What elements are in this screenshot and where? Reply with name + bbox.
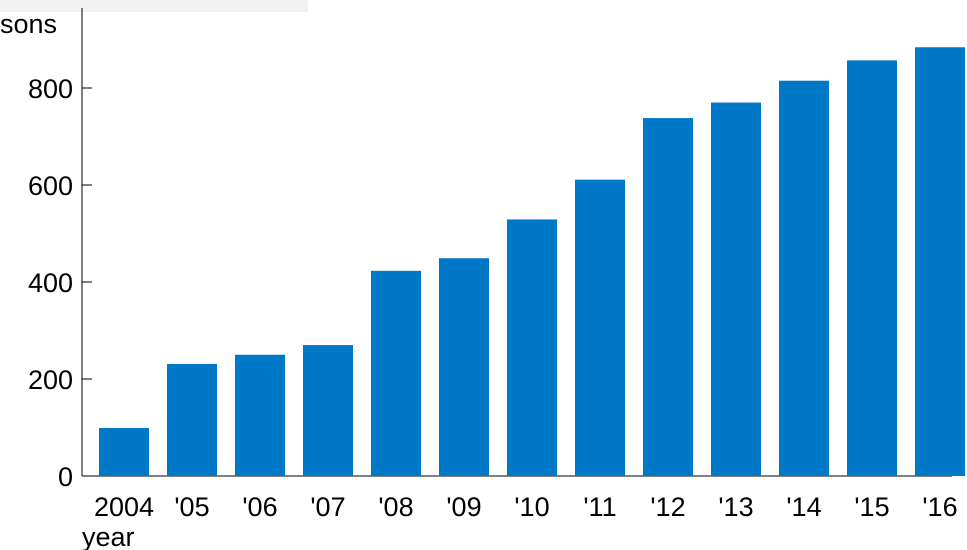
bar: [847, 60, 897, 476]
x-tick-label: '06: [242, 492, 277, 522]
bar: [643, 118, 693, 476]
x-tick-label: '13: [718, 492, 753, 522]
y-tick-label: 400: [28, 268, 73, 298]
x-tick-label: '15: [854, 492, 889, 522]
y-tick-label: 600: [28, 171, 73, 201]
header-strip: [0, 0, 308, 12]
x-axis-ticks: 2004 '05 '06 '07 '08 '09 '10 '11 '12 '13 '14 '15 '16: [94, 492, 958, 522]
y-tick-label: 800: [28, 74, 73, 104]
bar: [439, 258, 489, 476]
y-tick-label: 0: [58, 462, 73, 492]
y-axis-title: sons: [0, 9, 57, 39]
bar: [235, 354, 285, 476]
x-tick-label: '05: [174, 492, 209, 522]
y-axis-ticks: 0 200 400 600 800: [28, 74, 92, 492]
bar: [99, 427, 149, 476]
bar: [507, 219, 557, 476]
bar: [711, 102, 761, 477]
x-axis-title: year: [82, 522, 135, 550]
x-tick-label: '08: [378, 492, 413, 522]
bar: [779, 80, 829, 476]
x-tick-label: '10: [514, 492, 549, 522]
x-tick-label: '09: [446, 492, 481, 522]
x-tick-label: '12: [650, 492, 685, 522]
bar: [371, 270, 421, 476]
x-tick-label: '16: [922, 492, 957, 522]
x-tick-label: '14: [786, 492, 821, 522]
x-tick-label: '11: [583, 492, 616, 522]
bar: [303, 345, 353, 476]
bar: [575, 179, 625, 477]
y-tick-label: 200: [28, 365, 73, 395]
bar: [167, 363, 217, 476]
bar: [915, 47, 965, 476]
x-tick-label: 2004: [94, 492, 154, 522]
bar-series: [99, 47, 965, 477]
x-tick-label: '07: [310, 492, 345, 522]
